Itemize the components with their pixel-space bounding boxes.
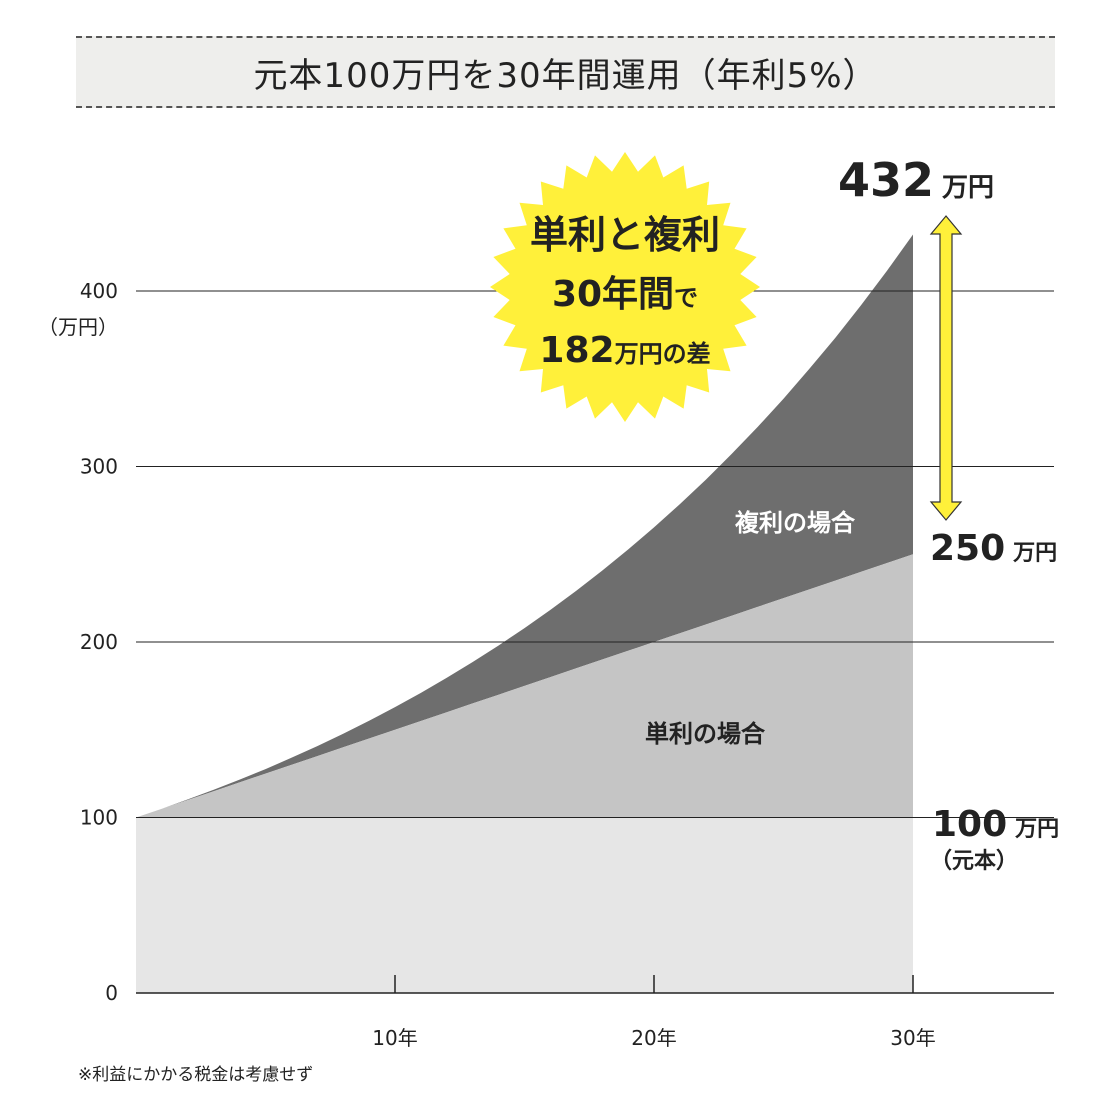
x-tick-label-20: 20年 — [631, 1026, 676, 1050]
compound-end-callout-unit: 万円 — [942, 173, 994, 203]
difference-badge — [490, 152, 760, 422]
badge-line2: 30年間で — [552, 274, 698, 315]
compound-area-label: 複利の場合 — [735, 509, 856, 537]
simple-area — [136, 554, 913, 818]
chart-title: 元本100万円を30年間運用（年利5%） — [253, 55, 878, 96]
y-tick-label-400: 400 — [80, 279, 118, 303]
compound-end-callout-value: 432 — [838, 153, 934, 207]
principal-sub-label: （元本） — [930, 849, 1018, 874]
badge-line3: 182万円の差 — [539, 330, 710, 371]
principal-callout: 100 万円 — [932, 804, 1059, 845]
simple-end-callout-unit: 万円 — [1012, 541, 1057, 566]
principal-callout-unit: 万円 — [1014, 817, 1059, 842]
tick-labels: 0 100 200 300 400 （万円） 10年 20年 30年 単利の場合 複利の場合 — [38, 279, 936, 1050]
annotations: 432 万円 250 万円 100 万円 （元本） 単利と複利 30年間で 182万円の差 — [490, 152, 1059, 874]
x-tick-label-10: 10年 — [372, 1026, 417, 1050]
y-tick-label-300: 300 — [80, 455, 118, 479]
badge-line1: 単利と複利 — [530, 213, 720, 257]
area-layer — [136, 234, 913, 993]
principal-callout-value: 100 — [932, 804, 1007, 845]
simple-end-callout-value: 250 — [930, 528, 1005, 569]
y-tick-label-100: 100 — [80, 806, 118, 830]
compound-end-callout: 432 万円 — [838, 153, 994, 207]
simple-area-label: 単利の場合 — [645, 720, 766, 748]
badge-line3-main: 182 — [539, 330, 614, 371]
principal-area — [136, 817, 913, 993]
title-banner: 元本100万円を30年間運用（年利5%） — [76, 36, 1055, 108]
difference-arrow — [929, 215, 963, 521]
x-tick-label-30: 30年 — [890, 1026, 935, 1050]
axes — [136, 975, 1054, 994]
footnote: ※利益にかかる税金は考慮せず — [78, 1065, 314, 1085]
badge-line3-small: 万円の差 — [615, 340, 711, 368]
y-unit-label: （万円） — [38, 315, 118, 339]
simple-end-callout: 250 万円 — [930, 528, 1057, 569]
badge-line2-main: 30年間 — [552, 274, 674, 315]
badge-line2-small: で — [674, 284, 698, 312]
compound-area — [136, 234, 913, 818]
y-tick-label-0: 0 — [105, 981, 118, 1005]
y-tick-label-200: 200 — [80, 630, 118, 654]
